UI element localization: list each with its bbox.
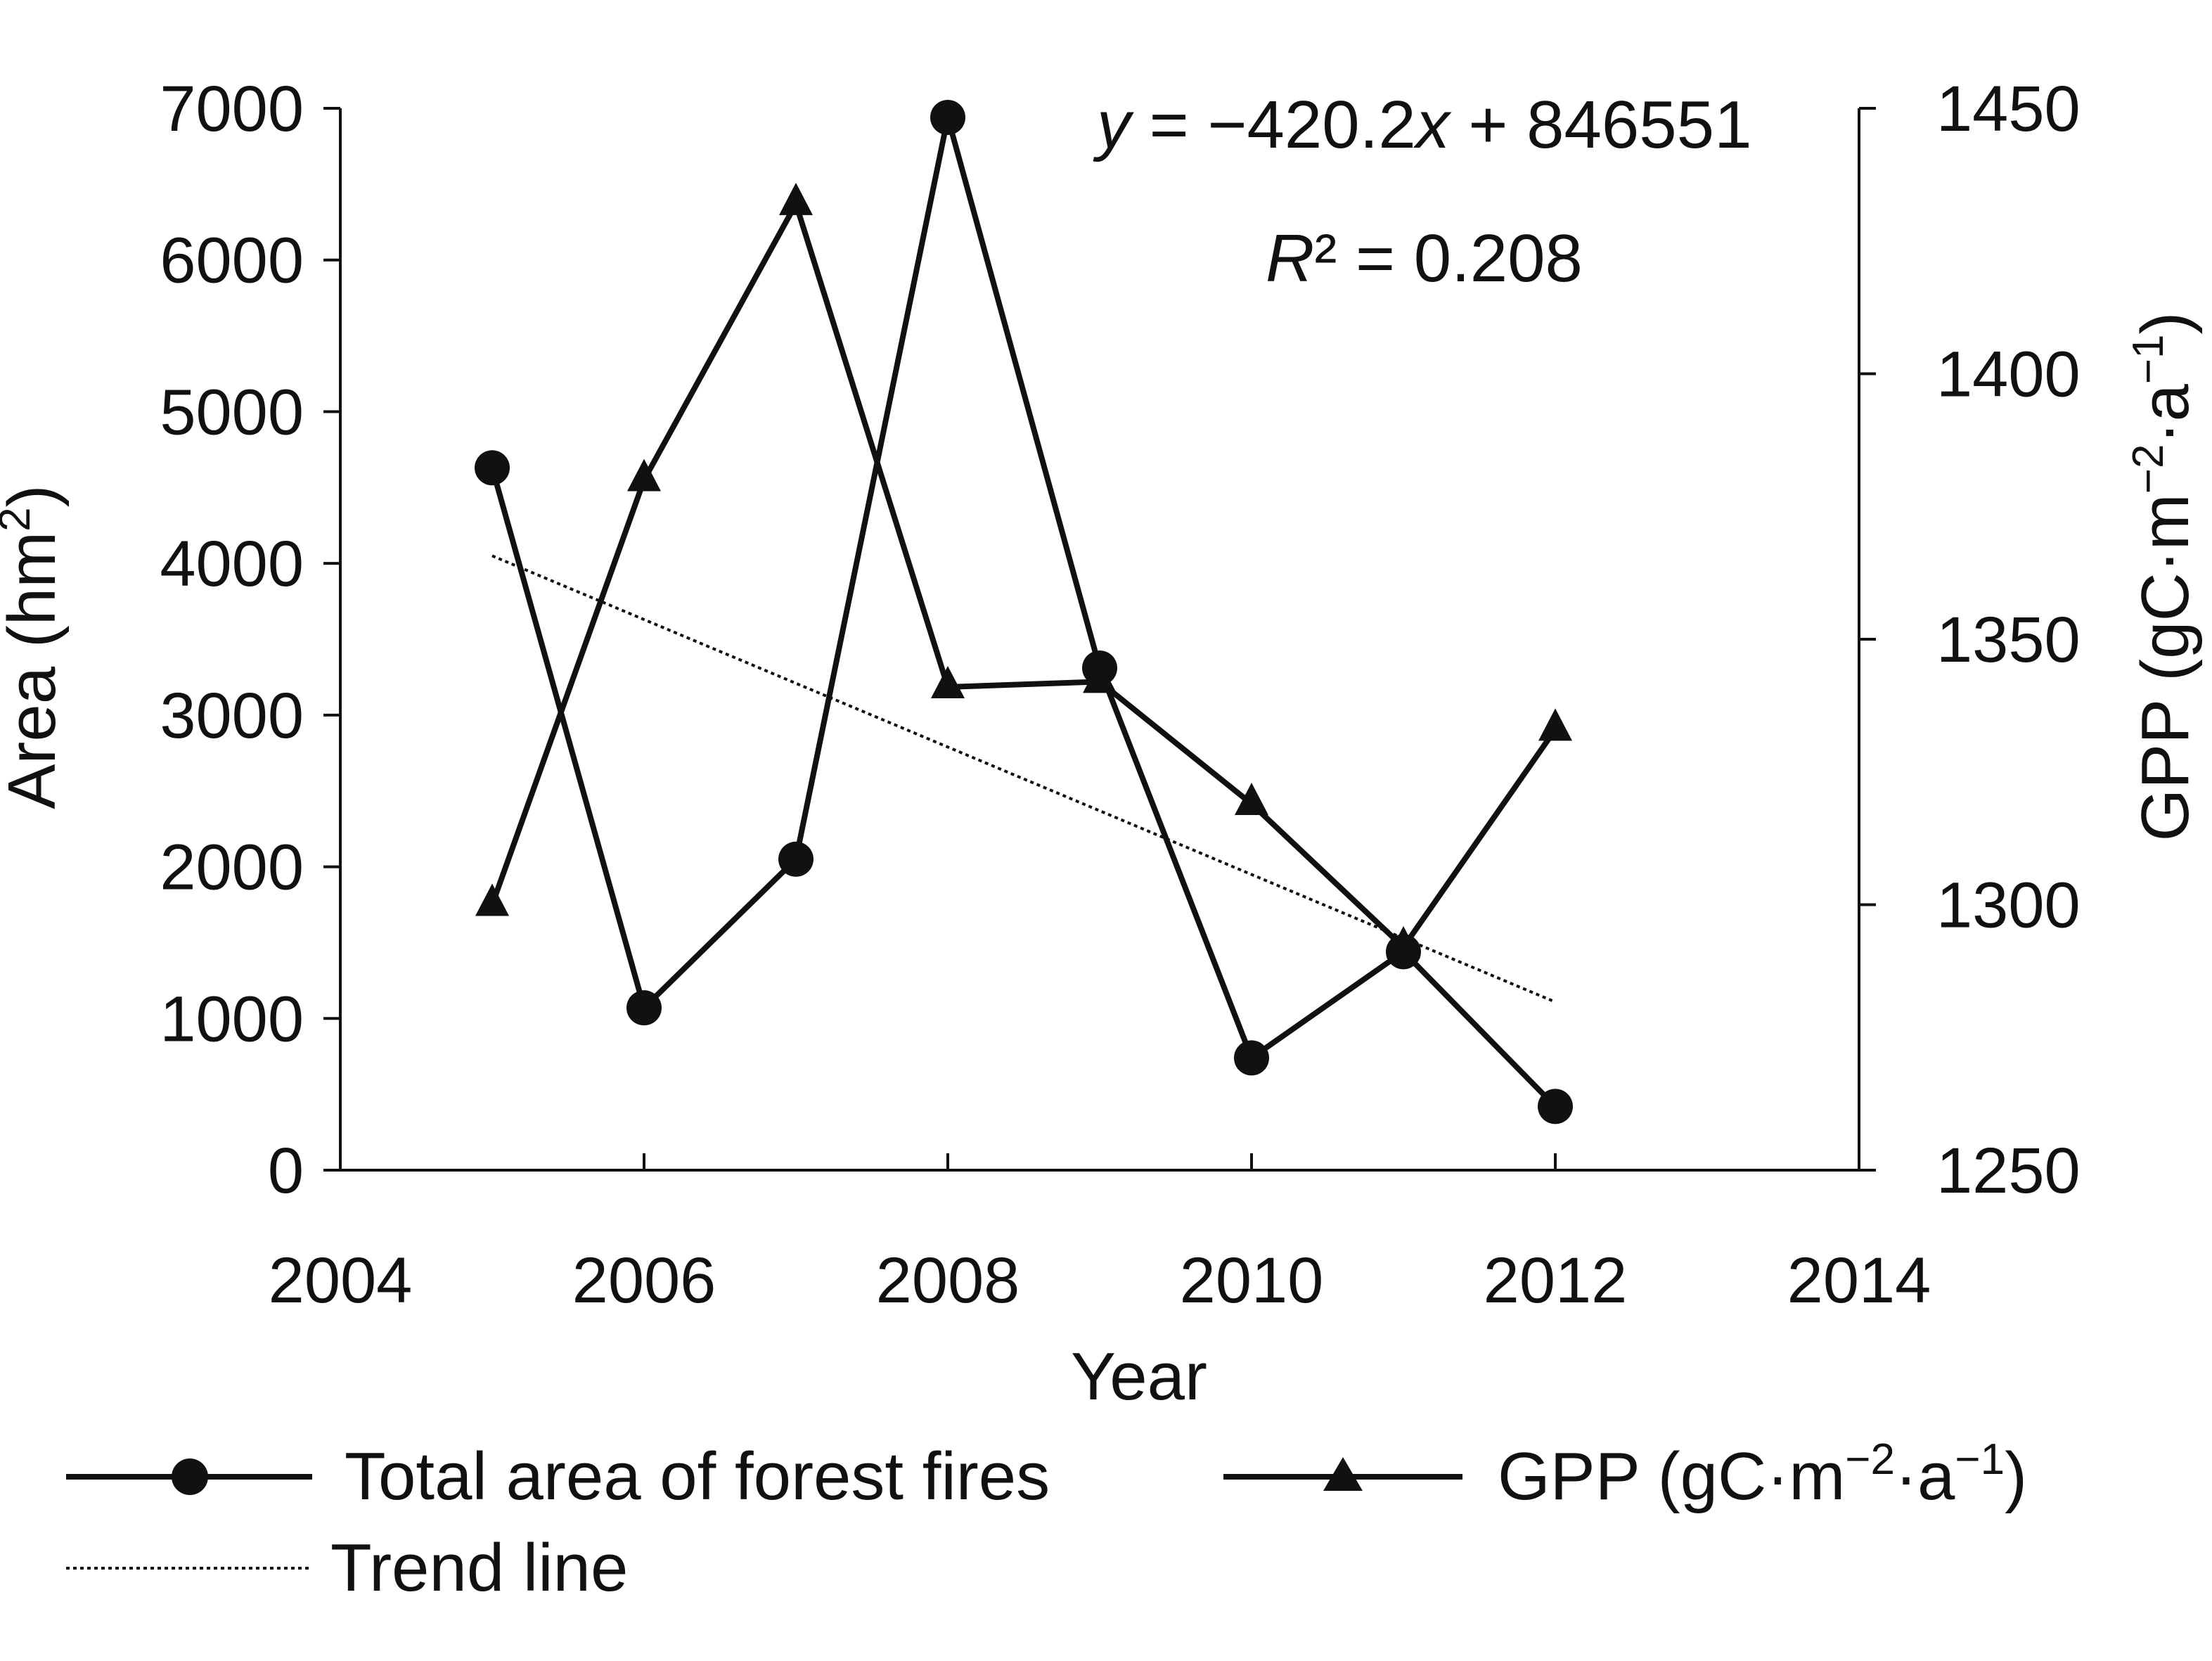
data-point-gpp (1235, 783, 1268, 816)
y-left-tick-label: 3000 (160, 680, 304, 752)
x-tick-label: 2010 (1180, 1245, 1324, 1316)
y-left-tick-label: 1000 (160, 983, 304, 1055)
axes (323, 107, 1876, 1172)
legend-marker-circle (172, 1458, 208, 1495)
legend-label-trend: Trend line (330, 1530, 628, 1605)
data-point-area (1538, 1089, 1573, 1124)
y-left-tick-label: 6000 (160, 225, 304, 297)
data-point-gpp (1083, 660, 1117, 693)
x-tick-label: 2012 (1484, 1245, 1628, 1316)
legend-label-area: Total area of forest fires (345, 1439, 1050, 1514)
legend: Total area of forest fires GPP (gC·m−2·a… (66, 1435, 2027, 1605)
legend-marker-triangle (1323, 1457, 1363, 1491)
data-point-gpp (627, 458, 661, 492)
y-right-tick-label: 1250 (1936, 1135, 2081, 1207)
series (475, 99, 1573, 1124)
data-point-area (626, 990, 662, 1026)
y-left-tick-label: 2000 (160, 832, 304, 904)
y-right-tick-label: 1350 (1936, 604, 2081, 676)
tick-labels: 0 1000 2000 3000 4000 5000 6000 7000 1250 1300 135… (160, 73, 2080, 1316)
y-left-tick-label: 5000 (160, 376, 304, 448)
legend-item-gpp: GPP (gC·m−2·a−1) (1223, 1435, 2027, 1514)
data-point-area (930, 99, 965, 135)
trend-equation: y = −420.2x + 846551 (1093, 87, 1751, 162)
y-right-tick-label: 1400 (1936, 339, 2081, 411)
series-line-gpp (489, 196, 1558, 951)
y-left-tick-label: 7000 (160, 73, 304, 145)
x-tick-label: 2014 (1787, 1245, 1931, 1316)
x-tick-label: 2008 (876, 1245, 1020, 1316)
y-left-tick-label: 0 (268, 1135, 304, 1207)
x-tick-label: 2006 (572, 1245, 716, 1316)
data-point-area (475, 450, 510, 486)
y-right-tick-label: 1300 (1936, 870, 2081, 942)
x-axis-title: Year (1071, 1339, 1207, 1414)
data-point-area (1234, 1040, 1269, 1076)
x-tick-label: 2004 (269, 1245, 413, 1316)
legend-item-trend: Trend line (66, 1530, 628, 1605)
data-point-gpp (931, 665, 965, 698)
data-point-gpp (1387, 925, 1420, 958)
r-squared: R² = 0.208 (1266, 221, 1583, 296)
data-point-area (778, 841, 814, 877)
data-point-gpp (1538, 708, 1572, 741)
y-right-tick-label: 1450 (1936, 73, 2081, 145)
y-right-axis-title: GPP (gC·m−2·a−1) (2124, 312, 2203, 841)
y-left-tick-label: 4000 (160, 528, 304, 600)
data-point-gpp (779, 182, 813, 215)
legend-item-area: Total area of forest fires (66, 1439, 1050, 1514)
trend-line (491, 554, 1556, 1003)
series-line-area (489, 116, 1557, 1109)
y-left-axis-title: Area (hm2) (0, 485, 70, 809)
legend-label-gpp: GPP (gC·m−2·a−1) (1498, 1435, 2027, 1514)
data-point-gpp (475, 883, 509, 916)
